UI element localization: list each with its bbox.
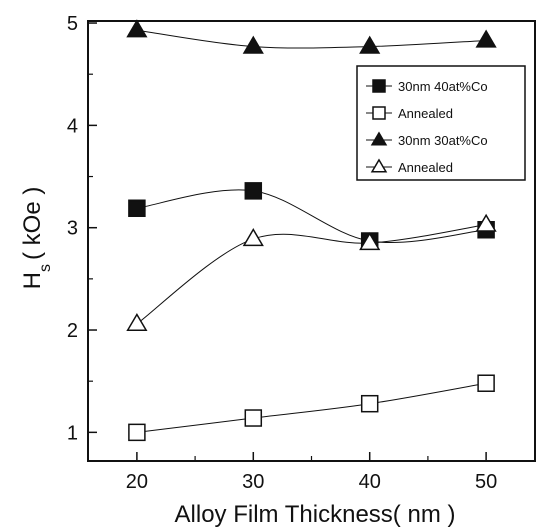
data-point bbox=[359, 35, 381, 54]
x-axis-title: Alloy Film Thickness( nm ) bbox=[175, 501, 456, 528]
series-curves bbox=[136, 29, 487, 433]
y-axis-title-subscript: s bbox=[37, 264, 54, 272]
series-line-1 bbox=[136, 189, 487, 244]
legend-label: 30nm 30at%Co bbox=[398, 133, 488, 148]
data-point bbox=[126, 19, 148, 38]
data-point bbox=[128, 423, 146, 442]
series-line-3 bbox=[136, 29, 487, 49]
data-point bbox=[244, 409, 263, 427]
data-point bbox=[242, 35, 264, 54]
y-tick-label: 5 bbox=[67, 13, 78, 35]
data-point bbox=[128, 199, 146, 218]
legend-marker bbox=[370, 158, 388, 173]
legend-entries: 30nm 40at%Co Annealed 30nm 30at%Co Annealed bbox=[366, 79, 488, 175]
y-axis-title-main: H bbox=[19, 272, 46, 289]
data-point bbox=[477, 374, 495, 392]
series-markers bbox=[126, 19, 497, 442]
series-line-2 bbox=[136, 382, 487, 433]
data-point bbox=[475, 29, 497, 48]
legend-marker bbox=[372, 79, 386, 93]
x-tick-label: 50 bbox=[475, 471, 497, 493]
x-axis-ticks: 20 30 40 50 bbox=[126, 452, 497, 493]
y-axis-ticks: 1 2 3 4 5 bbox=[67, 13, 97, 444]
x-tick-label: 40 bbox=[359, 471, 381, 493]
legend-marker bbox=[372, 106, 386, 120]
y-tick-label: 1 bbox=[67, 422, 78, 444]
y-tick-label: 2 bbox=[67, 320, 78, 342]
data-point bbox=[126, 312, 148, 332]
data-point bbox=[360, 394, 379, 413]
data-point bbox=[244, 182, 263, 200]
legend-label: Annealed bbox=[398, 106, 453, 121]
data-point bbox=[359, 232, 381, 251]
series-line-4 bbox=[136, 224, 487, 325]
y-tick-label: 3 bbox=[67, 218, 78, 240]
y-axis-title-unit: ( kOe ) bbox=[19, 187, 46, 260]
data-point bbox=[242, 228, 264, 247]
x-tick-label: 30 bbox=[242, 471, 264, 493]
x-tick-label: 20 bbox=[126, 471, 148, 493]
data-point bbox=[475, 213, 497, 232]
legend-label: Annealed bbox=[398, 160, 453, 175]
legend-label: 30nm 40at%Co bbox=[398, 79, 488, 94]
y-axis-title: Hs ( kOe ) bbox=[19, 187, 54, 290]
legend-marker bbox=[370, 131, 388, 146]
y-tick-label: 4 bbox=[67, 115, 78, 137]
legend: 30nm 40at%Co Annealed 30nm 30at%Co Annealed bbox=[356, 65, 526, 181]
